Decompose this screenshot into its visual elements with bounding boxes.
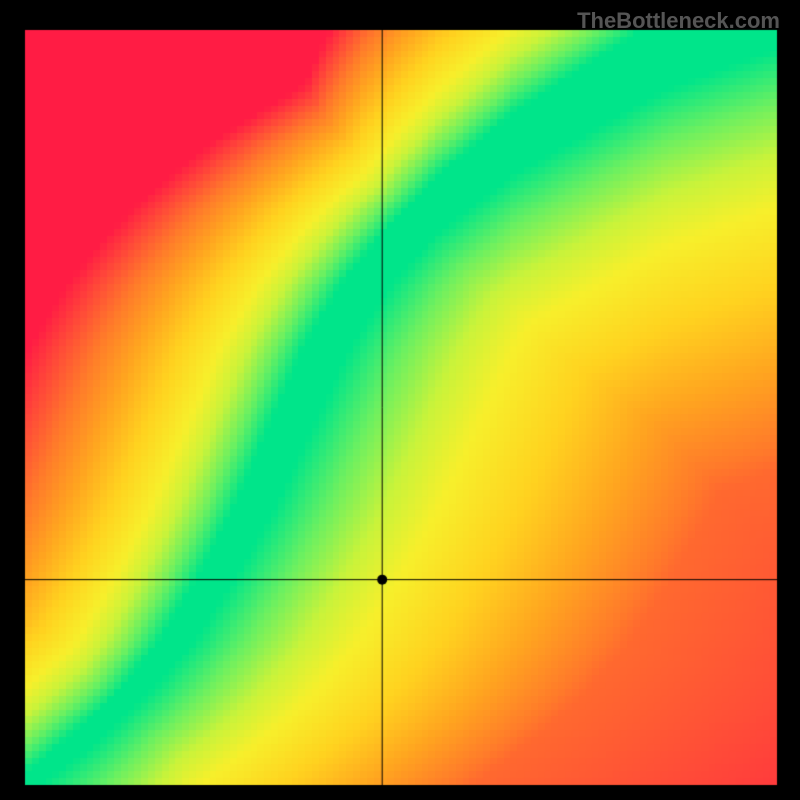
bottleneck-heatmap-chart	[0, 0, 800, 800]
watermark-text: TheBottleneck.com	[577, 8, 780, 34]
